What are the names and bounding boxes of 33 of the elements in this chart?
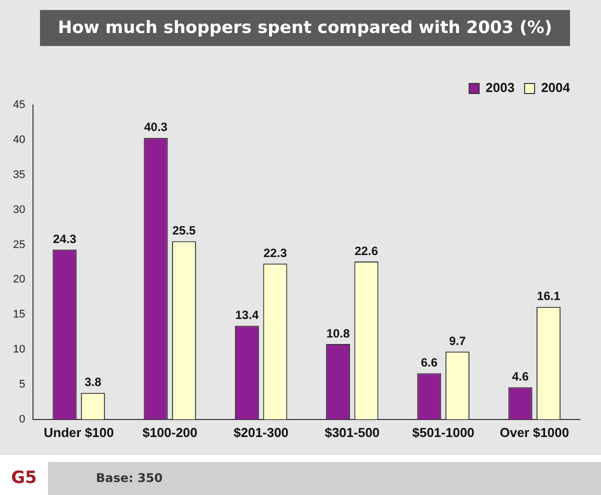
y-tick-label: 40 <box>12 134 26 146</box>
y-tick-label: 30 <box>12 204 26 216</box>
y-tick-label: 25 <box>12 238 26 251</box>
data-label: 9.7 <box>449 334 466 348</box>
data-label: 4.6 <box>512 370 529 384</box>
x-tick-label: $100-200 <box>142 424 198 440</box>
x-tick-label: Over $1000 <box>500 424 570 440</box>
data-label: 40.3 <box>144 120 168 134</box>
y-tick-label: 15 <box>12 308 26 321</box>
y-tick-label: 0 <box>19 413 26 426</box>
data-label: 10.8 <box>326 326 350 340</box>
legend-label: 2004 <box>541 80 571 96</box>
text: G5 <box>0 462 48 495</box>
y-tick-label: 5 <box>19 378 26 390</box>
legend-label: 2003 <box>486 80 515 96</box>
y-tick-label: 10 <box>12 344 26 356</box>
data-label: 3.8 <box>84 375 102 390</box>
y-tick-label: 35 <box>12 168 26 181</box>
x-tick-label: $301-500 <box>324 424 380 440</box>
data-label: 13.4 <box>235 308 259 322</box>
data-label: 24.3 <box>52 232 77 246</box>
data-label: 6.6 <box>420 356 438 370</box>
data-label: 25.5 <box>172 224 196 238</box>
y-tick-label: 45 <box>12 99 26 112</box>
data-label: 22.3 <box>264 246 288 260</box>
data-label: 16.1 <box>536 289 561 304</box>
text: Base: 350 <box>96 470 163 487</box>
x-tick-label: Under $100 <box>44 424 114 440</box>
chart-title: How much shoppers spent compared with 2003 (%) <box>40 10 570 46</box>
x-tick-label: $201-300 <box>234 424 289 440</box>
data-label: 22.6 <box>354 244 378 258</box>
x-tick-label: $501-1000 <box>412 424 474 440</box>
y-tick-label: 20 <box>12 274 26 286</box>
